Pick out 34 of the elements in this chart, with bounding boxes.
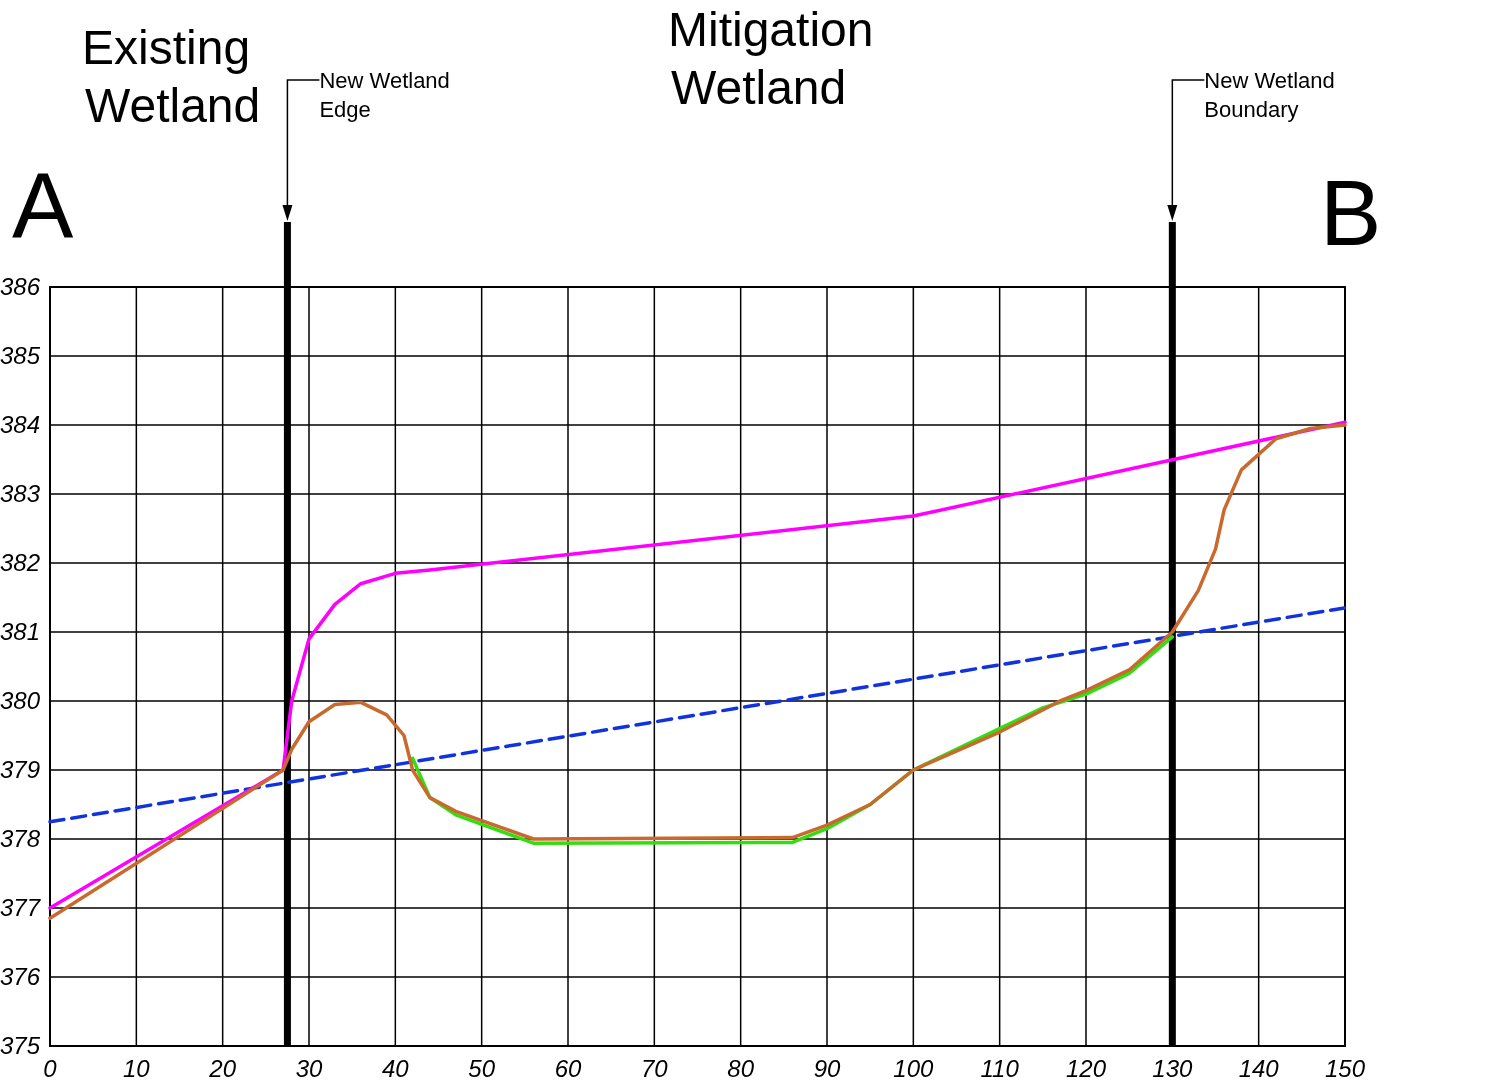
x-tick-label: 60	[554, 1055, 582, 1082]
y-tick-label: 380	[0, 687, 41, 714]
y-tick-label: 379	[0, 756, 41, 783]
x-tick-label: 120	[1065, 1055, 1107, 1082]
x-tick-label: 30	[295, 1055, 323, 1082]
y-tick-label: 378	[0, 825, 41, 852]
x-tick-label: 10	[122, 1055, 151, 1082]
text: B	[1320, 162, 1382, 264]
x-tick-label: 140	[1238, 1055, 1280, 1082]
x-tick-label: 20	[208, 1055, 237, 1082]
y-tick-label: 376	[0, 963, 41, 990]
x-tick-label: 150	[1324, 1055, 1366, 1082]
x-tick-label: 0	[43, 1055, 58, 1082]
y-tick-label: 383	[0, 480, 41, 507]
text: New Wetland Boundary	[1204, 68, 1335, 122]
text: New Wetland Edge	[319, 68, 450, 122]
y-tick-label: 382	[0, 549, 41, 576]
x-tick-label: 90	[813, 1055, 841, 1082]
y-tick-label: 375	[0, 1032, 41, 1059]
x-tick-label: 80	[727, 1055, 755, 1082]
text: A	[12, 155, 74, 257]
y-tick-label: 381	[0, 618, 41, 645]
x-tick-label: 40	[381, 1055, 410, 1082]
x-tick-label: 100	[893, 1055, 935, 1082]
y-tick-label: 385	[0, 342, 41, 369]
x-tick-label: 110	[980, 1055, 1020, 1082]
x-tick-label: 130	[1152, 1055, 1194, 1082]
text: Mitigation Wetland	[668, 3, 874, 114]
y-tick-label: 377	[0, 894, 42, 921]
text: Existing Wetland	[82, 21, 261, 132]
y-tick-label: 384	[0, 411, 41, 438]
y-tick-label: 386	[0, 273, 41, 300]
x-tick-label: 50	[468, 1055, 496, 1082]
x-tick-label: 70	[640, 1055, 669, 1082]
